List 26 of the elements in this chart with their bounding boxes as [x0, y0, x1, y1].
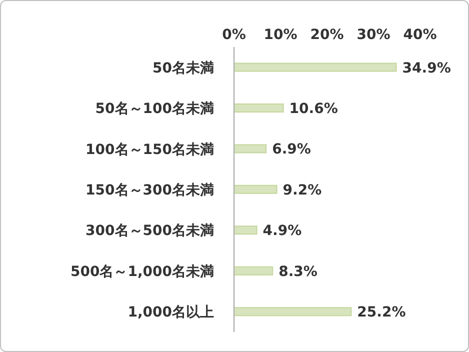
bar [234, 307, 352, 316]
x-tick-label: 20% [310, 27, 344, 43]
y-tick-label: 150名～300名未満 [86, 182, 214, 198]
data-label: 6.9% [272, 142, 311, 158]
y-tick-label: 50名未満 [152, 60, 214, 76]
x-tick-label: 40% [403, 27, 437, 43]
bar [234, 266, 274, 276]
bar [234, 144, 267, 154]
x-tick-label: 30% [356, 27, 390, 43]
data-label: 25.2% [357, 304, 406, 321]
data-label: 8.3% [278, 264, 318, 280]
data-label: 9.2% [282, 182, 322, 198]
x-tick-label: 0% [222, 27, 246, 43]
y-tick-label: 300名～500名未満 [86, 223, 214, 240]
data-label: 4.9% [262, 223, 302, 240]
bar [234, 62, 397, 72]
y-tick-label: 500名～1,000名未満 [70, 264, 214, 280]
bar [234, 226, 258, 235]
bar [234, 184, 278, 194]
x-tick-label: 10% [264, 27, 298, 43]
bar [234, 104, 284, 112]
data-label: 34.9% [402, 60, 451, 76]
data-label: 10.6% [289, 100, 338, 117]
y-tick-label: 50名～100名未満 [95, 101, 214, 118]
y-tick-label: 100名～150名未満 [86, 142, 214, 158]
y-tick-label: 1,000名以上 [128, 304, 214, 321]
